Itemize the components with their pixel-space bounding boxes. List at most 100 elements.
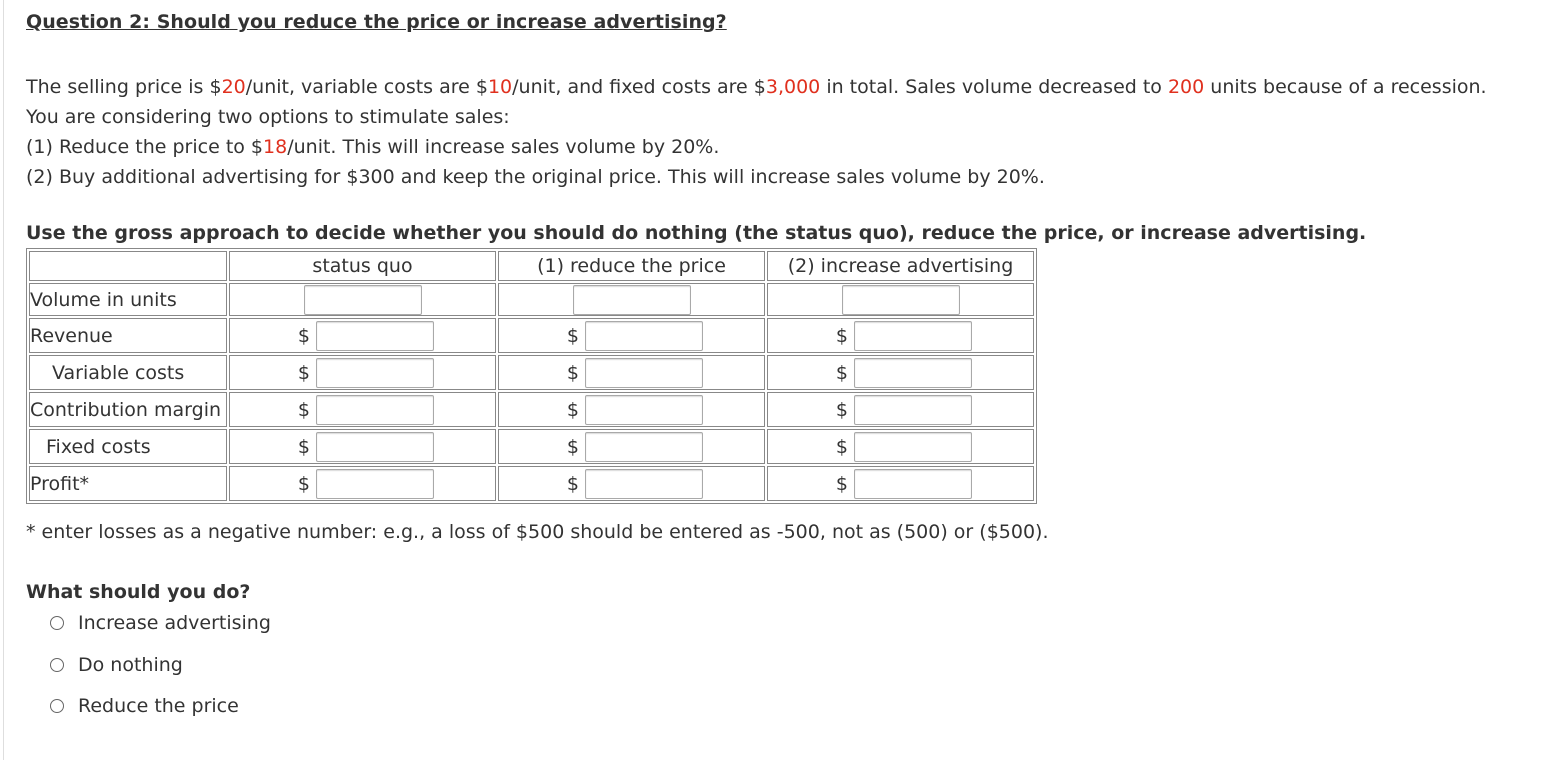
- new-price-value: 18: [263, 136, 288, 158]
- contribution-margin-advertising-input[interactable]: [854, 394, 972, 425]
- selling-price-value: 20: [221, 76, 246, 98]
- currency-symbol: $: [835, 472, 848, 495]
- table-row: Contribution margin $ $ $: [29, 392, 1034, 427]
- radio-button-icon[interactable]: [50, 616, 64, 630]
- variable-costs-status-quo-input[interactable]: [316, 357, 434, 388]
- intro-text: /unit, and fixed costs are $: [512, 76, 766, 98]
- currency-symbol: $: [835, 361, 848, 384]
- variable-cost-value: 10: [487, 76, 513, 98]
- table-cell: $: [767, 466, 1034, 501]
- intro-text: in total. Sales volume decreased to: [820, 76, 1168, 98]
- cell-wrap: $: [768, 431, 1033, 462]
- header-reduce-price: (1) reduce the price: [498, 251, 765, 281]
- fixed-cost-value: 3,000: [765, 76, 821, 98]
- contribution-margin-reduce-price-input[interactable]: [585, 394, 703, 425]
- analysis-table: status quo (1) reduce the price (2) incr…: [26, 248, 1037, 504]
- header-increase-advertising: (2) increase advertising: [767, 251, 1034, 281]
- currency-symbol: $: [297, 324, 310, 347]
- table-cell: $: [498, 466, 765, 501]
- currency-symbol: $: [835, 435, 848, 458]
- table-row: Fixed costs $ $ $: [29, 429, 1034, 464]
- option-reduce-price[interactable]: Reduce the price: [50, 691, 271, 721]
- page-left-border: [3, 0, 4, 760]
- table-cell: $: [229, 355, 496, 390]
- table-cell: $: [767, 355, 1034, 390]
- header-blank-cell: [29, 251, 227, 281]
- intro-line-3: (1) Reduce the price to $18/unit. This w…: [26, 132, 1487, 162]
- intro-line-2: You are considering two options to stimu…: [26, 106, 510, 128]
- currency-symbol: $: [297, 435, 310, 458]
- intro-text: (1) Reduce the price to $: [26, 136, 264, 158]
- losses-footnote: * enter losses as a negative number: e.g…: [26, 521, 1049, 543]
- profit-status-quo-input[interactable]: [316, 468, 434, 499]
- contribution-margin-status-quo-input[interactable]: [316, 394, 434, 425]
- question-title: Question 2: Should you reduce the price …: [26, 11, 727, 33]
- decision-options: Increase advertising Do nothing Reduce t…: [50, 608, 271, 733]
- variable-costs-reduce-price-input[interactable]: [585, 357, 703, 388]
- variable-costs-advertising-input[interactable]: [854, 357, 972, 388]
- fixed-costs-advertising-input[interactable]: [854, 431, 972, 462]
- option-label: Increase advertising: [78, 612, 271, 634]
- option-label: Reduce the price: [78, 695, 239, 717]
- cell-wrap: $: [768, 394, 1033, 425]
- radio-button-icon[interactable]: [50, 657, 64, 672]
- volume-status-quo-input[interactable]: [304, 284, 422, 315]
- fixed-costs-reduce-price-input[interactable]: [585, 431, 703, 462]
- table-cell: [498, 283, 765, 316]
- currency-symbol: $: [835, 324, 848, 347]
- cell-wrap: $: [768, 357, 1033, 388]
- table-cell: $: [498, 318, 765, 353]
- revenue-status-quo-input[interactable]: [316, 320, 434, 351]
- option-do-nothing[interactable]: Do nothing: [50, 650, 271, 680]
- row-label-profit: Profit*: [29, 466, 227, 501]
- cell-wrap: $: [499, 468, 764, 499]
- table-cell: $: [767, 392, 1034, 427]
- problem-statement: The selling price is $20/unit, variable …: [26, 72, 1487, 192]
- volume-advertising-input[interactable]: [842, 284, 960, 315]
- cell-wrap: $: [230, 431, 495, 462]
- currency-symbol: $: [297, 472, 310, 495]
- currency-symbol: $: [566, 435, 579, 458]
- cell-wrap: [768, 284, 1033, 315]
- currency-symbol: $: [566, 398, 579, 421]
- profit-reduce-price-input[interactable]: [585, 468, 703, 499]
- table-cell: [767, 283, 1034, 316]
- profit-advertising-input[interactable]: [854, 468, 972, 499]
- option-label: Do nothing: [78, 653, 183, 676]
- option-increase-advertising[interactable]: Increase advertising: [50, 608, 271, 638]
- revenue-advertising-input[interactable]: [854, 320, 972, 351]
- currency-symbol: $: [297, 398, 310, 421]
- row-label-volume: Volume in units: [29, 283, 227, 316]
- intro-text: /unit. This will increase sales volume b…: [287, 136, 720, 158]
- currency-symbol: $: [835, 398, 848, 421]
- cell-wrap: $: [230, 468, 495, 499]
- intro-text: units because of a recession.: [1204, 76, 1487, 98]
- fixed-costs-status-quo-input[interactable]: [316, 431, 434, 462]
- table-header-row: status quo (1) reduce the price (2) incr…: [29, 251, 1034, 281]
- cell-wrap: $: [499, 357, 764, 388]
- header-status-quo: status quo: [229, 251, 496, 281]
- table-cell: $: [229, 318, 496, 353]
- table-row: Revenue $ $ $: [29, 318, 1034, 353]
- intro-line-4: (2) Buy additional advertising for $300 …: [26, 166, 1045, 188]
- currency-symbol: $: [566, 324, 579, 347]
- cell-wrap: [499, 284, 764, 315]
- volume-reduce-price-input[interactable]: [573, 284, 691, 315]
- table-cell: $: [767, 429, 1034, 464]
- intro-text: The selling price is $: [26, 76, 222, 98]
- table-cell: $: [498, 355, 765, 390]
- currency-symbol: $: [566, 361, 579, 384]
- revenue-reduce-price-input[interactable]: [585, 320, 703, 351]
- table-cell: $: [229, 429, 496, 464]
- cell-wrap: $: [768, 468, 1033, 499]
- cell-wrap: $: [499, 320, 764, 351]
- intro-text: /unit, variable costs are $: [245, 76, 488, 98]
- table-row: Profit* $ $ $: [29, 466, 1034, 501]
- radio-button-icon[interactable]: [50, 699, 64, 713]
- intro-line-1: The selling price is $20/unit, variable …: [26, 72, 1487, 102]
- table-cell: $: [229, 392, 496, 427]
- table-cell: $: [229, 466, 496, 501]
- cell-wrap: [230, 284, 495, 315]
- cell-wrap: $: [230, 320, 495, 351]
- cell-wrap: $: [499, 431, 764, 462]
